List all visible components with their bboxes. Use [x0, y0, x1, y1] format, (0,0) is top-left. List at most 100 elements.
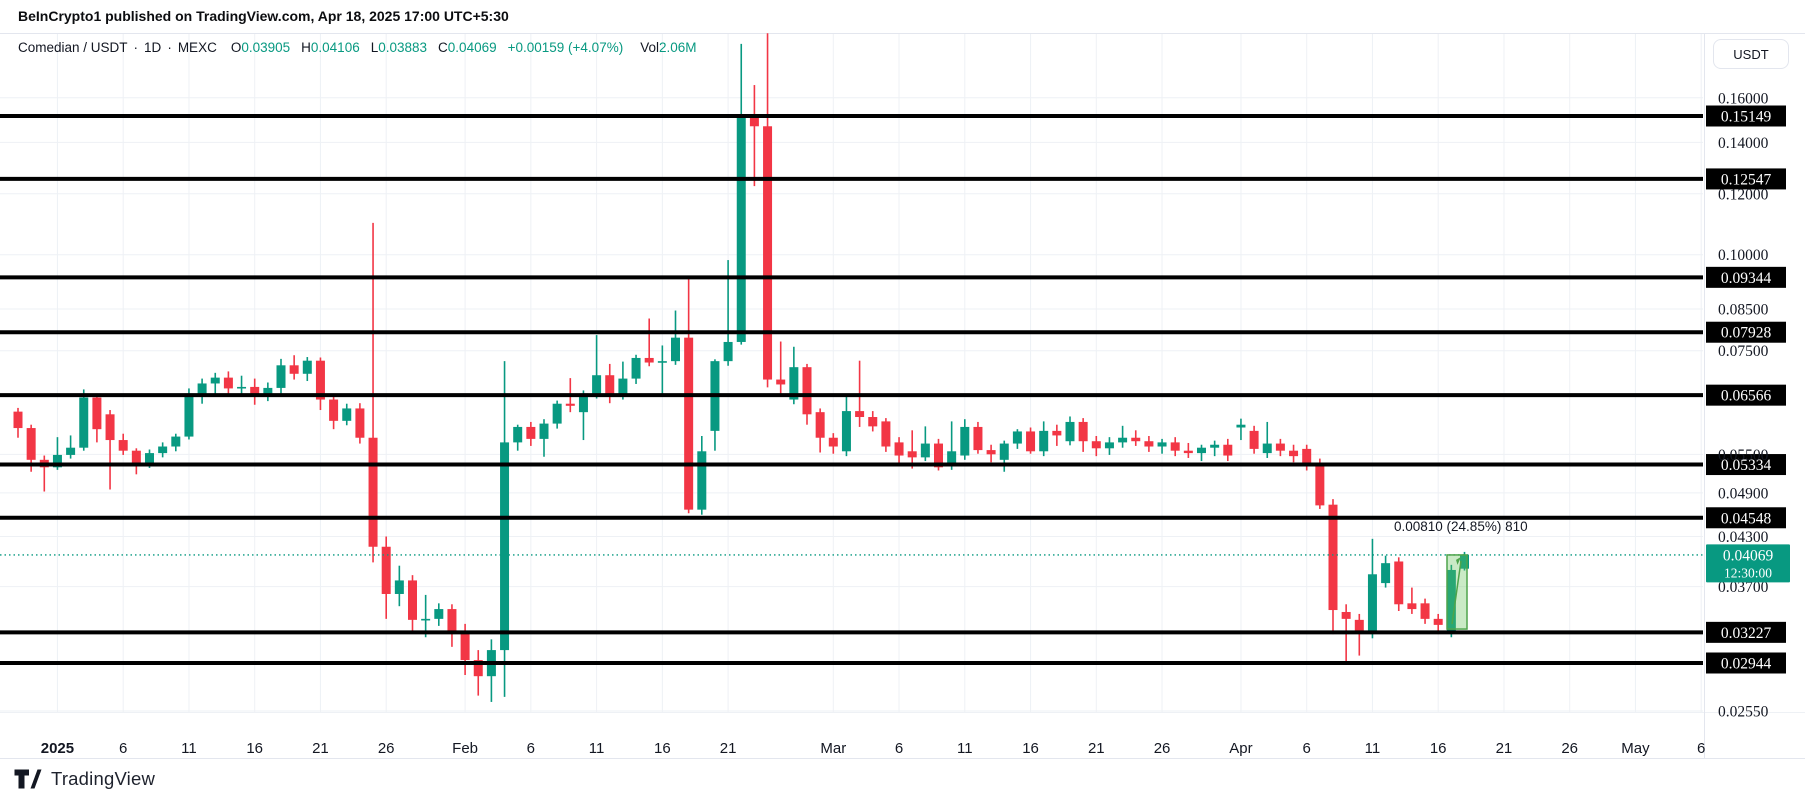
- candle-body: [947, 451, 957, 466]
- candle-body: [1078, 421, 1088, 442]
- candle-body: [1170, 442, 1180, 451]
- tradingview-logo-icon[interactable]: [14, 769, 42, 789]
- candle-body: [1104, 442, 1114, 449]
- candle-body: [1394, 561, 1404, 605]
- low-value: 0.03883: [378, 40, 428, 55]
- y-axis-tick-label: 0.04900: [1718, 485, 1769, 502]
- candle-body: [841, 411, 851, 452]
- x-axis-tick-label: 11: [181, 740, 197, 757]
- ohlc-open: O0.03905: [231, 40, 290, 55]
- candle-body: [776, 379, 786, 385]
- candle-body: [105, 414, 115, 441]
- candle-body: [210, 377, 220, 384]
- candle-body: [394, 580, 404, 594]
- candle-body: [355, 408, 365, 438]
- candle-body: [381, 546, 391, 594]
- candle-body: [1367, 574, 1377, 633]
- candle-body: [684, 337, 694, 510]
- candle-body: [539, 423, 549, 439]
- candle-body: [1341, 611, 1351, 619]
- volume-value: 2.06M: [658, 40, 697, 55]
- candle-body: [1026, 431, 1036, 452]
- price-level-badge-text: 0.02944: [1721, 656, 1772, 673]
- y-axis-tick-label: 0.02550: [1718, 703, 1769, 720]
- candle-body: [447, 609, 457, 634]
- price-level-badge-text: 0.09344: [1721, 270, 1772, 287]
- candle-body: [158, 446, 168, 454]
- interval-label[interactable]: 1D: [144, 40, 162, 55]
- candle-body: [1223, 444, 1233, 456]
- candle-body: [999, 443, 1009, 460]
- candle-body: [302, 360, 312, 374]
- y-axis-tick-label: 0.10000: [1718, 247, 1769, 264]
- candle-body: [671, 337, 680, 362]
- y-axis-tick-label: 0.08500: [1718, 301, 1769, 318]
- x-axis-tick-label: 26: [378, 740, 395, 757]
- volume: Vol2.06M: [640, 40, 696, 55]
- price-range-arrow: [1451, 560, 1462, 625]
- candle-body: [1289, 450, 1299, 457]
- y-axis-tick-label: 0.14000: [1718, 135, 1769, 152]
- candle-body: [736, 115, 746, 342]
- candle-body: [723, 341, 733, 362]
- candle-body: [184, 393, 194, 437]
- candle-body: [1433, 618, 1443, 625]
- open-value: 0.03905: [241, 40, 291, 55]
- candle-body: [894, 442, 904, 456]
- price-level-badge: [1706, 454, 1786, 476]
- price-level-badge: [1706, 507, 1786, 529]
- candle-body: [1039, 430, 1049, 452]
- candle-body: [66, 447, 76, 455]
- candle-body: [289, 365, 299, 374]
- x-axis-tick-label: 21: [312, 740, 329, 757]
- legend-separator: ·: [167, 40, 172, 55]
- candle-body: [802, 367, 812, 415]
- candle-body: [1012, 431, 1022, 444]
- x-axis-tick-label: 6: [895, 740, 903, 757]
- candle-body: [250, 386, 260, 396]
- x-axis-tick-label: 11: [1365, 740, 1381, 757]
- candle-body: [526, 426, 536, 439]
- candle-body: [118, 440, 128, 451]
- candle-body: [1183, 450, 1193, 454]
- candle-body: [145, 453, 154, 464]
- x-axis-tick-label: 6: [527, 740, 535, 757]
- x-axis-tick-label: 6: [1697, 740, 1705, 757]
- candle-body: [1144, 441, 1154, 447]
- y-axis-tick-label: 0.03700: [1718, 579, 1769, 596]
- candle-body: [644, 357, 654, 363]
- candle-body: [460, 633, 470, 661]
- volume-label: Vol: [640, 40, 659, 55]
- symbol-name[interactable]: Comedian / USDT: [18, 40, 128, 55]
- candle-body: [881, 421, 891, 447]
- candle-body: [329, 399, 339, 421]
- candle-body: [605, 375, 615, 396]
- exchange-label[interactable]: MEXC: [177, 40, 217, 55]
- high-value: 0.04106: [310, 40, 360, 55]
- price-level-badge: [1706, 266, 1786, 288]
- price-level-badge-text: 0.07928: [1721, 325, 1772, 342]
- y-axis-tick-label: 0.05500: [1718, 447, 1769, 464]
- x-axis-tick-label: 11: [957, 740, 973, 757]
- currency-axis-toggle-button[interactable]: USDT: [1713, 39, 1789, 69]
- candle-body: [1275, 443, 1285, 451]
- candle-body: [26, 428, 36, 460]
- chart-legend[interactable]: Comedian / USDT · 1D · MEXC O0.03905 H0.…: [18, 40, 697, 55]
- candle-body: [631, 357, 641, 379]
- price-range-measure-label: 0.00810 (24.85%) 810: [1394, 519, 1528, 534]
- x-axis-tick-label: Apr: [1229, 740, 1252, 757]
- candle-body: [237, 386, 247, 389]
- candle-body: [618, 378, 628, 396]
- tradingview-brand-text[interactable]: TradingView: [51, 768, 156, 789]
- published-byline: BeInCrypto1 published on TradingView.com…: [18, 8, 509, 24]
- candle-body: [934, 443, 943, 468]
- x-axis-tick-label: 26: [1561, 740, 1578, 757]
- candle-body: [131, 450, 141, 464]
- x-axis-tick-label: May: [1621, 740, 1650, 757]
- candle-body: [657, 361, 667, 363]
- ohlc-low: L0.03883: [371, 40, 427, 55]
- price-level-badge-text: 0.05334: [1721, 457, 1772, 474]
- candle-body: [920, 443, 930, 458]
- candle-body: [1407, 603, 1417, 610]
